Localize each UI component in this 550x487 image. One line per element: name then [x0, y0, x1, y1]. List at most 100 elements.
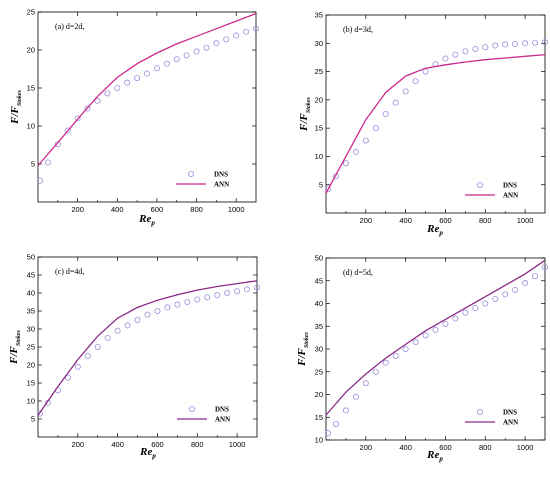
x-axis-label: Rep	[138, 213, 155, 227]
data-point-dns	[36, 177, 43, 184]
data-point-dns	[173, 56, 180, 63]
data-point-dns	[522, 280, 529, 287]
x-axis-label: Rep	[426, 223, 443, 237]
y-tick-label: 35	[27, 307, 35, 316]
data-point-dns	[462, 48, 469, 55]
x-tick-label: 1000	[517, 443, 534, 452]
x-tick-label: 1000	[228, 205, 245, 214]
panel-annotation: (c) d=4d,	[55, 267, 84, 276]
legend-marker-swatch	[476, 181, 483, 188]
data-point-dns	[542, 264, 549, 271]
data-point-dns	[74, 115, 81, 122]
data-point-dns	[114, 327, 121, 334]
x-tick-label: 400	[111, 440, 124, 449]
legend-label: DNS	[503, 182, 517, 190]
data-point-dns	[532, 273, 539, 280]
data-point-dns	[193, 48, 200, 55]
legend-label: ANN	[215, 416, 230, 424]
data-point-dns	[382, 111, 389, 118]
data-point-dns	[94, 343, 101, 350]
data-point-dns	[244, 286, 251, 293]
y-tick-label: 20	[315, 390, 323, 399]
data-point-dns	[462, 309, 469, 316]
y-tick-label: 30	[315, 345, 323, 354]
y-tick-label: 30	[315, 39, 323, 48]
data-point-dns	[64, 127, 71, 134]
data-point-dns	[362, 380, 369, 387]
data-point-dns	[174, 301, 181, 308]
x-tick-label: 400	[111, 205, 124, 214]
series-line-ann	[37, 280, 258, 416]
chart-panel-1: 200 400 600 800 1000 5 10 15 20 25 (a) d=2d, DNS ANN…	[9, 8, 259, 227]
data-point-dns	[512, 40, 519, 47]
y-tick-label: 20	[27, 46, 35, 55]
legend-marker-swatch	[188, 405, 195, 412]
x-tick-label: 800	[479, 443, 492, 452]
y-tick-label: 10	[27, 122, 35, 131]
data-point-dns	[214, 292, 221, 299]
data-point-dns	[163, 60, 170, 67]
data-point-dns	[502, 41, 509, 48]
data-point-dns	[203, 44, 210, 51]
panel-annotation: (a) d=2d,	[55, 22, 84, 31]
y-tick-label: 10	[315, 436, 323, 445]
legend-label: ANN	[503, 192, 518, 200]
chart-panel-4: 200 400 600 800 1000 10 15 20 25 30 35 40 45 50 (d) d=…	[296, 254, 549, 463]
data-point-dns	[243, 28, 250, 35]
x-tick-label: 600	[151, 205, 164, 214]
data-point-dns	[422, 332, 429, 339]
legend-label: ANN	[214, 181, 229, 189]
data-point-dns	[472, 305, 479, 312]
data-point-dns	[114, 85, 121, 92]
data-point-dns	[442, 320, 449, 327]
y-tick-label: 5	[31, 415, 35, 424]
data-point-dns	[154, 307, 161, 314]
data-point-dns	[74, 363, 81, 370]
y-tick-label: 10	[315, 152, 323, 161]
y-axis-label: F/FStokes	[296, 331, 310, 366]
data-point-dns	[362, 137, 369, 144]
data-point-dns	[144, 311, 151, 318]
y-tick-label: 15	[315, 413, 323, 422]
data-point-dns	[372, 368, 379, 375]
series-line-ann	[325, 259, 546, 416]
y-tick-label: 15	[27, 379, 35, 388]
x-tick-label: 400	[399, 443, 412, 452]
y-tick-label: 15	[315, 124, 323, 133]
data-point-dns	[512, 286, 519, 293]
data-point-dns	[392, 352, 399, 359]
data-point-dns	[422, 68, 429, 75]
y-tick-label: 40	[315, 299, 323, 308]
y-axis-label: F/FStokes	[9, 89, 23, 124]
x-tick-label: 600	[439, 443, 452, 452]
legend-marker-swatch	[187, 170, 194, 177]
data-point-dns	[482, 300, 489, 307]
series-line-ann	[37, 12, 257, 166]
legend-label: DNS	[214, 171, 228, 179]
y-axis-label: F/FStokes	[298, 96, 312, 131]
x-tick-label: 1000	[229, 440, 246, 449]
data-point-dns	[223, 36, 230, 43]
x-tick-label: 800	[190, 205, 203, 214]
data-point-dns	[44, 159, 51, 166]
data-point-dns	[252, 25, 259, 32]
panel-annotation: (b) d=3d,	[343, 25, 373, 34]
y-tick-label: 20	[27, 361, 35, 370]
x-tick-label: 600	[151, 440, 164, 449]
data-point-dns	[412, 78, 419, 85]
y-tick-label: 30	[27, 325, 35, 334]
legend-label: ANN	[503, 419, 518, 427]
data-point-dns	[402, 345, 409, 352]
y-tick-label: 25	[27, 343, 35, 352]
y-axis-label: F/FStokes	[8, 329, 22, 364]
data-point-dns	[472, 45, 479, 52]
data-point-dns	[104, 90, 111, 97]
legend-marker-swatch	[476, 408, 483, 415]
y-tick-label: 5	[31, 160, 35, 169]
y-tick-label: 35	[315, 322, 323, 331]
data-point-dns	[36, 410, 43, 417]
y-tick-label: 50	[27, 253, 35, 262]
x-tick-label: 200	[360, 216, 373, 225]
legend-label: DNS	[503, 409, 517, 417]
